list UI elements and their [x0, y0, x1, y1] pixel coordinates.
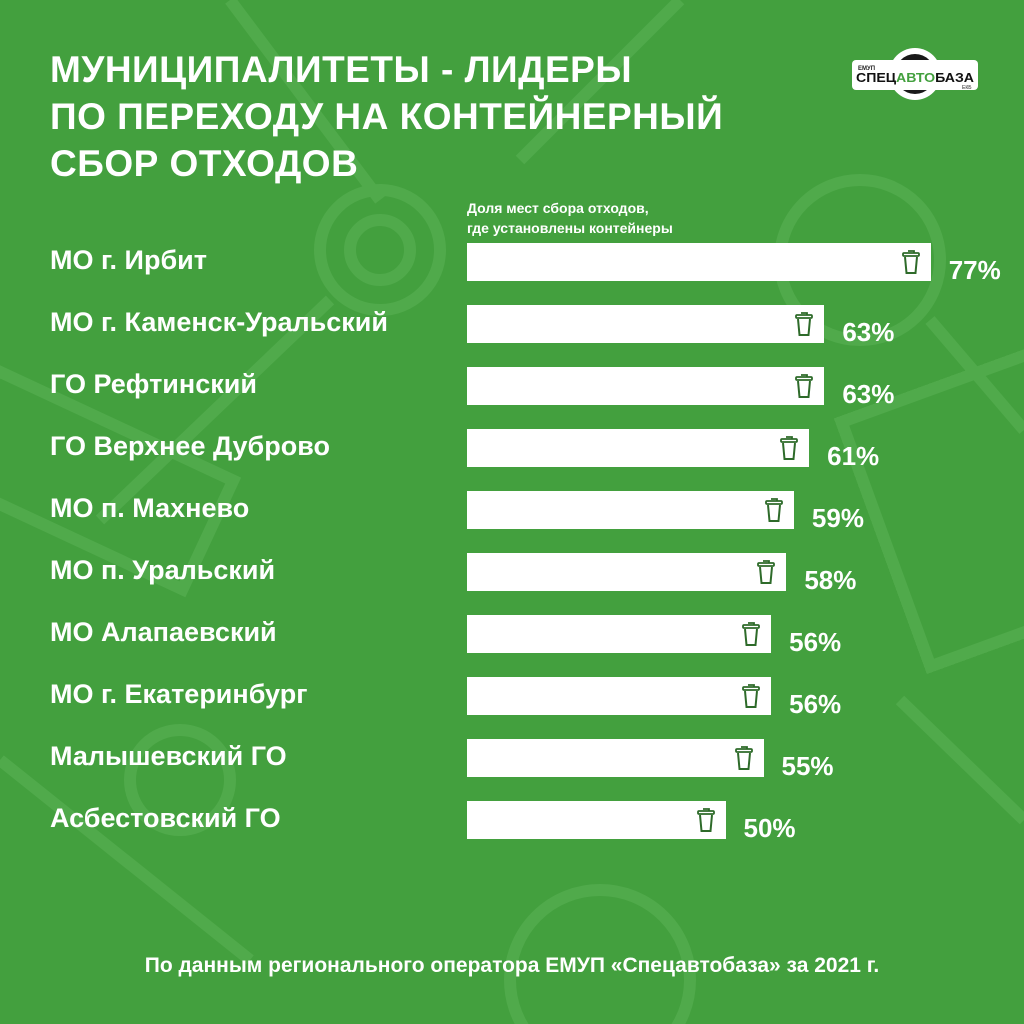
category-label: Асбестовский ГО: [50, 803, 281, 833]
trash-bin-icon: [742, 684, 761, 708]
data-label: 59%: [811, 503, 864, 533]
title-line: ПО ПЕРЕХОДУ НА КОНТЕЙНЕРНЫЙ: [50, 96, 724, 137]
data-label: 61%: [827, 441, 880, 471]
category-label: МО п. Уральский: [50, 555, 276, 585]
bar: [467, 615, 772, 653]
trash-bin-icon: [742, 622, 761, 646]
data-label: 55%: [781, 751, 834, 781]
bar: [467, 491, 794, 529]
category-label: МО г. Каменск-Уральский: [50, 307, 388, 337]
page-title: МУНИЦИПАЛИТЕТЫ - ЛИДЕРЫ ПО ПЕРЕХОДУ НА К…: [50, 46, 723, 187]
data-label: 56%: [789, 627, 842, 657]
category-label: МО Алапаевский: [50, 617, 277, 647]
category-label: МО г. Екатеринбург: [50, 679, 308, 709]
category-label: ГО Верхнее Дуброво: [50, 431, 330, 461]
data-label: 58%: [804, 565, 857, 595]
bar: [467, 739, 764, 777]
svg-text:ЕКБ: ЕКБ: [962, 85, 972, 91]
value-axis-label: Доля мест сбора отходов, где установлены…: [467, 198, 673, 238]
bar: [467, 677, 772, 715]
value-axis-label-line: Доля мест сбора отходов,: [467, 200, 649, 216]
bar: [467, 305, 825, 343]
trash-bin-icon: [757, 560, 776, 584]
category-label: Малышевский ГО: [50, 741, 287, 771]
value-axis-label-line: где установлены контейнеры: [467, 220, 673, 236]
bar: [467, 553, 787, 591]
trash-bin-icon: [765, 498, 783, 522]
trash-bin-icon: [901, 250, 920, 274]
bar: [467, 367, 825, 405]
data-label: 56%: [789, 689, 842, 719]
data-label: 63%: [842, 317, 895, 347]
data-label: 50%: [743, 813, 796, 843]
bar: [467, 801, 726, 839]
title-line: МУНИЦИПАЛИТЕТЫ - ЛИДЕРЫ: [50, 49, 633, 90]
category-label: МО п. Махнево: [50, 493, 250, 523]
category-label: МО г. Ирбит: [50, 245, 207, 275]
trash-bin-icon: [734, 746, 753, 770]
data-label: 63%: [842, 379, 895, 409]
trash-bin-icon: [696, 808, 715, 832]
trash-bin-icon: [780, 436, 799, 460]
bar: [467, 243, 931, 281]
data-label: 77%: [948, 255, 1001, 285]
title-line: СБОР ОТХОДОВ: [50, 143, 359, 184]
source-footnote: По данным регионального оператора ЕМУП «…: [144, 954, 880, 977]
trash-bin-icon: [795, 312, 814, 336]
trash-bin-icon: [795, 374, 814, 398]
bar: [467, 429, 810, 467]
category-label: ГО Рефтинский: [50, 369, 257, 399]
spetsavtobaza-logo: ЕМУП СПЕЦ АВТО БАЗА ЕКБ: [852, 48, 978, 100]
svg-text:ЕМУП: ЕМУП: [858, 66, 875, 72]
